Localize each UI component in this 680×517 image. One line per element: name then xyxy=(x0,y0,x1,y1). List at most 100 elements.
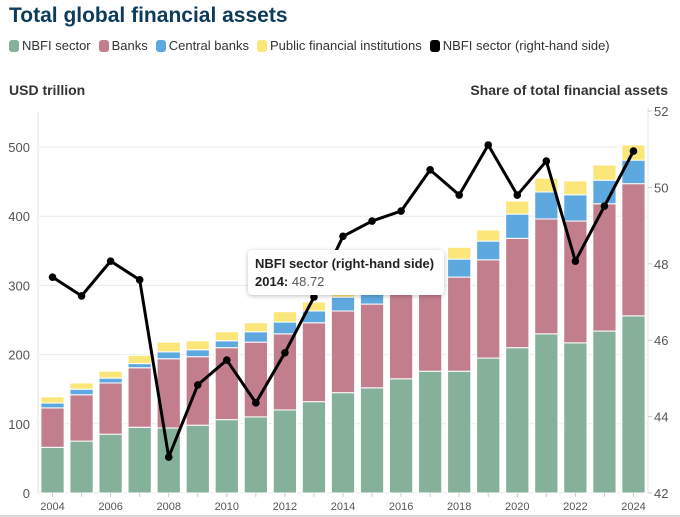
legend-swatch-nbfi-rhs xyxy=(429,39,440,52)
legend-label: NBFI sector xyxy=(22,38,91,53)
bar-segment-nbfi-sector xyxy=(40,446,65,494)
bar-stack-2012 xyxy=(272,311,298,494)
legend-item-nbfi-rhs[interactable]: NBFI sector (right-hand side) xyxy=(429,38,610,53)
line-point xyxy=(339,232,347,241)
chart-title: Total global financial assets xyxy=(9,4,288,27)
bar-segment-banks xyxy=(563,220,588,344)
bar-segment-nbfi-sector xyxy=(418,370,443,494)
bar-segment-central-banks xyxy=(330,296,356,312)
line-point xyxy=(542,157,551,165)
left-tick-label: 0 xyxy=(23,486,30,501)
line-series xyxy=(48,141,638,461)
bar-stack-2013 xyxy=(301,301,327,494)
bar-segment-banks xyxy=(127,367,152,428)
bar-segment-nbfi-sector xyxy=(476,357,501,494)
x-tick-label: 2024 xyxy=(621,501,645,513)
right-tick-label: 46 xyxy=(654,333,668,348)
line-point xyxy=(426,166,434,174)
bar-segment-central-banks xyxy=(243,331,268,343)
line-point xyxy=(48,273,57,281)
line-point xyxy=(193,381,202,389)
x-tick-label: 2014 xyxy=(331,501,355,513)
x-axis-ticks: 2004 2006 2008 2010 2012 2014 2016 2018 2020 2022… xyxy=(40,493,646,513)
bar-segment-nbfi-sector xyxy=(185,424,210,494)
line-point xyxy=(223,356,231,364)
left-axis-title: USD trillion xyxy=(9,82,86,98)
x-tick-label: 2018 xyxy=(447,501,471,513)
line-point xyxy=(397,207,405,215)
bar-segment-nbfi-sector xyxy=(505,347,530,494)
right-tick-label: 48 xyxy=(654,257,668,272)
bar-stack-2010 xyxy=(214,331,239,494)
bar-stack-2024 xyxy=(621,144,646,494)
right-axis-title: Share of total financial assets xyxy=(470,82,668,98)
bar-segment-central-banks xyxy=(476,240,501,261)
legend-label: NBFI sector (right-hand side) xyxy=(442,38,610,53)
legend-swatch-central-banks xyxy=(155,39,166,52)
bar-segment-central-banks xyxy=(69,388,94,396)
bar-segment-nbfi-sector xyxy=(69,440,94,494)
bar-segment-nbfi-sector xyxy=(330,392,356,494)
bar-segment-nbfi-sector xyxy=(243,416,268,494)
line-point xyxy=(164,453,173,461)
bar-segment-central-banks xyxy=(505,213,530,239)
bar-segment-public-financial-institutions xyxy=(40,396,65,404)
bar-segment-public-financial-institutions xyxy=(505,200,530,215)
line-point xyxy=(135,276,144,284)
bar-segment-nbfi-sector xyxy=(359,387,385,494)
bar-segment-nbfi-sector xyxy=(563,342,588,494)
bar-segment-public-financial-institutions xyxy=(98,370,123,379)
line-point xyxy=(571,257,580,265)
x-tick-label: 2006 xyxy=(98,501,122,513)
right-tick-label: 44 xyxy=(654,410,668,425)
bar-segment-public-financial-institutions xyxy=(185,340,210,351)
legend-item-central-banks[interactable]: Central banks xyxy=(155,38,249,53)
line-point xyxy=(455,191,463,199)
tooltip: NBFI sector (right-hand side) 2014: 48.7… xyxy=(248,250,445,295)
bar-segment-nbfi-sector xyxy=(388,378,414,494)
legend-item-public-fi[interactable]: Public financial institutions xyxy=(256,38,422,53)
bars xyxy=(40,144,646,494)
bar-segment-public-financial-institutions xyxy=(272,311,298,323)
legend-label: Central banks xyxy=(168,38,249,53)
bar-stack-2023 xyxy=(592,164,617,494)
bar-segment-public-financial-institutions xyxy=(243,322,268,333)
bar-stack-2007 xyxy=(127,354,152,494)
right-tick-label: 52 xyxy=(654,104,668,119)
right-axis-ticks: 42 44 46 48 50 52 xyxy=(648,104,668,501)
bar-stack-2015 xyxy=(359,279,385,494)
right-tick-label: 42 xyxy=(654,486,668,501)
line-point xyxy=(252,399,260,407)
bar-segment-banks xyxy=(621,183,646,317)
bar-segment-nbfi-sector xyxy=(447,370,472,494)
bar-stack-2018 xyxy=(447,246,472,494)
legend-item-banks[interactable]: Banks xyxy=(98,38,148,53)
legend-label: Banks xyxy=(111,38,148,53)
bar-stack-2004 xyxy=(40,396,65,494)
bar-segment-banks xyxy=(330,310,356,394)
x-tick-label: 2010 xyxy=(215,501,239,513)
bar-segment-banks xyxy=(69,394,94,442)
right-tick-label: 50 xyxy=(654,180,668,195)
legend: NBFI sector Banks Central banks Public f… xyxy=(9,38,610,53)
bar-stack-2008 xyxy=(156,341,181,494)
bar-stack-2016 xyxy=(388,267,414,494)
bar-segment-banks xyxy=(534,218,559,335)
bar-segment-central-banks xyxy=(563,194,588,222)
line-point xyxy=(310,293,318,301)
x-tick-label: 2008 xyxy=(156,501,180,513)
legend-item-nbfi[interactable]: NBFI sector xyxy=(9,38,91,53)
x-tick-label: 2020 xyxy=(505,501,529,513)
bar-segment-public-financial-institutions xyxy=(301,301,327,312)
bar-segment-nbfi-sector xyxy=(98,433,123,494)
bar-segment-central-banks xyxy=(214,340,239,349)
bottom-divider xyxy=(0,515,680,517)
bar-segment-nbfi-sector xyxy=(127,426,152,494)
left-tick-label: 100 xyxy=(8,417,30,432)
left-tick-label: 200 xyxy=(8,348,30,363)
bar-segment-public-financial-institutions xyxy=(156,341,181,353)
legend-swatch-nbfi xyxy=(9,39,19,52)
bar-segment-central-banks xyxy=(185,349,210,358)
bar-segment-banks xyxy=(388,292,414,380)
bar-segment-banks xyxy=(447,276,472,372)
